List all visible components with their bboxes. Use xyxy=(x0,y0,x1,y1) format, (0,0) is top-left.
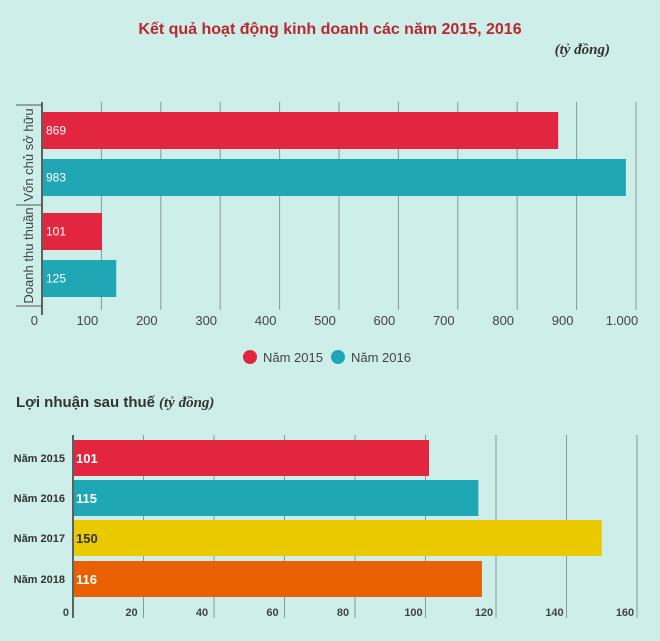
x-tick-label: 500 xyxy=(314,313,336,328)
bar-value-label: 101 xyxy=(76,451,98,466)
bar-Năm-2015 xyxy=(43,112,559,149)
bar-Năm-2016 xyxy=(43,159,626,196)
bar-Năm-2016 xyxy=(43,260,117,297)
category-label: Doanh thu thuần xyxy=(21,207,36,303)
x-tick-label: 400 xyxy=(255,313,277,328)
bar xyxy=(74,561,482,597)
category-label: Năm 2016 xyxy=(14,493,65,505)
bar-value-label: 869 xyxy=(46,124,66,138)
x-tick-label: 900 xyxy=(552,313,574,328)
x-tick-label: 0 xyxy=(63,607,69,619)
bar-value-label: 150 xyxy=(76,531,98,546)
unit-label-2: (tỷ đồng) xyxy=(159,395,214,411)
x-tick-label: 0 xyxy=(31,313,38,328)
x-tick-label: 200 xyxy=(136,313,158,328)
legend-label: Năm 2015 xyxy=(263,350,323,365)
bar xyxy=(74,480,479,516)
bar xyxy=(74,520,602,556)
bar-value-label: 115 xyxy=(76,491,97,506)
bar xyxy=(74,440,430,476)
x-tick-label: 800 xyxy=(492,313,514,328)
bar-value-label: 983 xyxy=(46,171,66,185)
category-label: Vốn chủ sở hữu xyxy=(21,108,36,201)
legend-label: Năm 2016 xyxy=(351,350,411,365)
x-tick-label: 600 xyxy=(374,313,396,328)
bar-value-label: 101 xyxy=(46,225,66,239)
x-tick-label: 100 xyxy=(77,313,99,328)
unit-label: (tỷ đồng) xyxy=(555,42,610,58)
x-tick-label: 20 xyxy=(125,607,137,619)
x-tick-label: 160 xyxy=(616,607,634,619)
x-tick-label: 300 xyxy=(195,313,217,328)
x-tick-label: 120 xyxy=(475,607,493,619)
x-tick-label: 100 xyxy=(404,607,422,619)
x-tick-label: 700 xyxy=(433,313,455,328)
chart-title-2: Lợi nhuận sau thuế xyxy=(16,394,156,411)
bar-value-label: 125 xyxy=(46,272,66,286)
x-tick-label: 1.000 xyxy=(606,313,639,328)
bar-Năm-2015 xyxy=(43,213,102,250)
legend-marker xyxy=(243,350,257,364)
x-tick-label: 140 xyxy=(545,607,563,619)
bar-value-label: 116 xyxy=(76,572,97,587)
category-label: Năm 2015 xyxy=(14,453,65,465)
chart-title: Kết quả hoạt động kinh doanh các năm 201… xyxy=(138,21,521,38)
legend-marker xyxy=(331,350,345,364)
x-tick-label: 80 xyxy=(337,607,349,619)
x-tick-label: 60 xyxy=(266,607,278,619)
category-label: Năm 2018 xyxy=(14,574,65,586)
category-label: Năm 2017 xyxy=(14,533,65,545)
x-tick-label: 40 xyxy=(196,607,208,619)
